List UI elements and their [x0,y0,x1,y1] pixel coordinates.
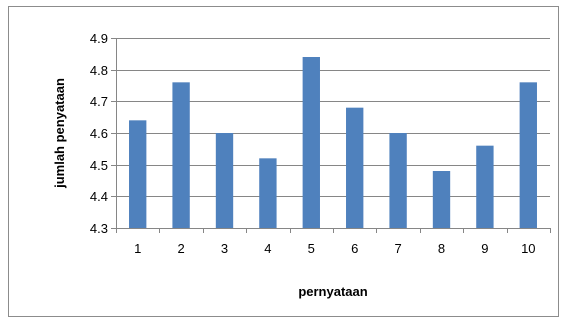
x-tick-label: 2 [177,241,184,256]
x-tick-label: 10 [521,241,535,256]
bar-5 [302,57,320,228]
x-tick-label: 4 [264,241,271,256]
x-axis-title: pernyataan [298,284,367,299]
y-tick-label: 4.5 [90,158,108,173]
chart-frame [8,6,559,317]
bar-2 [172,82,190,228]
bar-3 [215,133,234,228]
x-tick-labels: 1 2 3 4 5 6 7 8 9 10 [134,241,535,256]
bar-7 [389,133,407,228]
y-tick-label: 4.4 [90,189,108,204]
bar-8 [432,171,451,228]
y-tick-label: 4.3 [90,221,108,236]
x-tick-label: 3 [221,241,228,256]
bar-1 [129,120,147,228]
y-tick-label: 4.6 [90,126,108,141]
bar-4 [259,158,277,228]
bar-6 [346,107,364,228]
x-tick-label: 9 [481,241,488,256]
x-tick-label: 6 [351,241,358,256]
y-tick-labels: 4.3 4.4 4.5 4.6 4.7 4.8 4.9 [90,31,108,236]
x-tick-label: 8 [438,241,445,256]
bar-10 [519,82,537,228]
x-tick-label: 7 [394,241,401,256]
x-tick-label: 5 [308,241,315,256]
y-tick-label: 4.9 [90,31,108,46]
x-tick-label: 1 [134,241,141,256]
bar-9 [476,145,494,228]
y-tick-label: 4.8 [90,63,108,78]
axes [111,38,551,233]
y-tick-label: 4.7 [90,94,108,109]
bars [129,57,537,228]
y-axis-title: jumlah penyataan [52,78,67,189]
